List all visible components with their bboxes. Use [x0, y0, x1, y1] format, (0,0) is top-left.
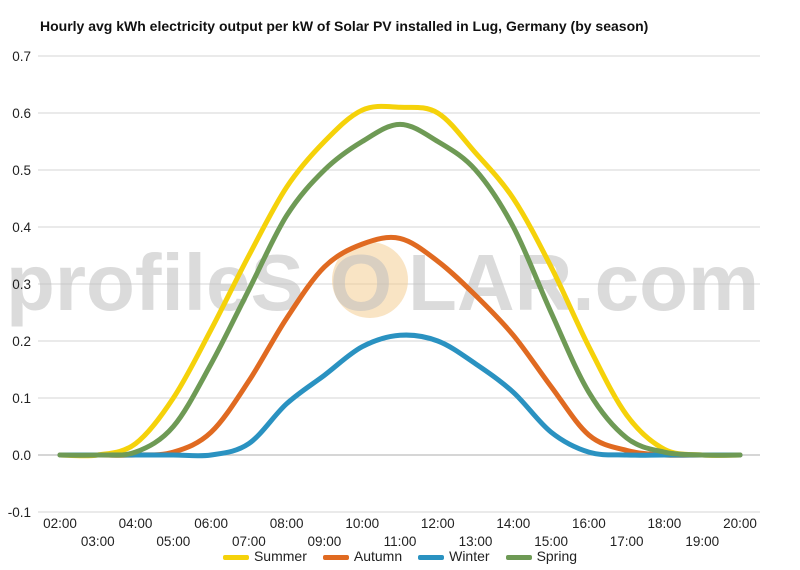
series-line-summer — [57, 103, 743, 459]
x-tick-label: 10:00 — [345, 516, 379, 531]
legend-label: Autumn — [353, 548, 403, 564]
x-tick-label: 14:00 — [496, 516, 530, 531]
legend-label: Spring — [536, 548, 578, 564]
y-tick-label: 0.3 — [12, 277, 31, 292]
legend-swatch — [222, 554, 249, 560]
y-tick-label: 0.7 — [12, 49, 31, 64]
x-tick-label: 02:00 — [43, 516, 77, 531]
y-tick-label: 0.0 — [12, 448, 31, 463]
chart-title: Hourly avg kWh electricity output per kW… — [40, 18, 649, 34]
x-tick-label: 19:00 — [685, 534, 719, 549]
x-tick-label: 11:00 — [384, 534, 417, 549]
legend-label: Summer — [253, 548, 307, 564]
x-tick-label: 05:00 — [156, 534, 190, 549]
legend-swatch — [322, 554, 349, 560]
y-tick-label: 0.4 — [12, 220, 31, 235]
series-lines — [57, 103, 743, 459]
x-tick-label: 15:00 — [534, 534, 568, 549]
watermark-text-right: LAR.com — [408, 238, 759, 327]
x-tick-label: 20:00 — [723, 516, 757, 531]
x-tick-label: 09:00 — [308, 534, 342, 549]
legend: Summer Autumn Winter Spring — [0, 548, 800, 564]
y-axis-ticks: -0.1 0.0 0.1 0.2 0.3 0.4 0.5 0.6 0.7 — [8, 49, 32, 520]
y-tick-label: 0.2 — [12, 334, 31, 349]
legend-item-summer: Summer — [222, 548, 307, 564]
x-tick-label: 03:00 — [81, 534, 115, 549]
y-tick-label: -0.1 — [8, 505, 31, 520]
legend-label: Winter — [449, 548, 490, 564]
legend-item-spring: Spring — [505, 548, 578, 564]
x-tick-label: 07:00 — [232, 534, 266, 549]
series-line-winter — [57, 332, 743, 459]
watermark-text-left: profileS — [6, 238, 304, 327]
x-tick-label: 17:00 — [610, 534, 644, 549]
series-line-spring — [57, 121, 743, 458]
watermark: profileS O LAR.com — [6, 238, 759, 327]
series-line-autumn — [57, 234, 743, 458]
y-tick-label: 0.1 — [12, 391, 31, 406]
x-tick-label: 12:00 — [421, 516, 455, 531]
legend-swatch — [505, 554, 532, 560]
watermark-text-center: O — [330, 238, 392, 327]
x-tick-label: 13:00 — [459, 534, 493, 549]
y-tick-label: 0.5 — [12, 163, 31, 178]
x-tick-label: 06:00 — [194, 516, 228, 531]
y-tick-label: 0.6 — [12, 106, 31, 121]
x-tick-label: 16:00 — [572, 516, 606, 531]
legend-item-winter: Winter — [418, 548, 490, 564]
x-tick-label: 08:00 — [270, 516, 304, 531]
legend-item-autumn: Autumn — [322, 548, 403, 564]
x-tick-label: 04:00 — [119, 516, 153, 531]
legend-swatch — [418, 554, 445, 560]
x-tick-label: 18:00 — [648, 516, 682, 531]
watermark-sun-icon — [332, 242, 408, 318]
